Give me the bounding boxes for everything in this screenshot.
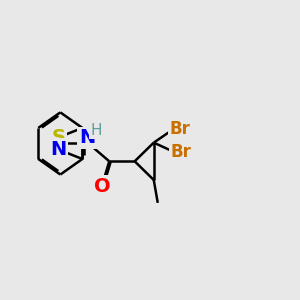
Text: Br: Br (171, 143, 191, 161)
Text: N: N (79, 128, 95, 147)
Text: O: O (94, 177, 110, 196)
Text: Br: Br (169, 120, 190, 138)
Text: N: N (50, 140, 66, 159)
Text: S: S (51, 128, 65, 147)
Text: H: H (90, 123, 102, 138)
